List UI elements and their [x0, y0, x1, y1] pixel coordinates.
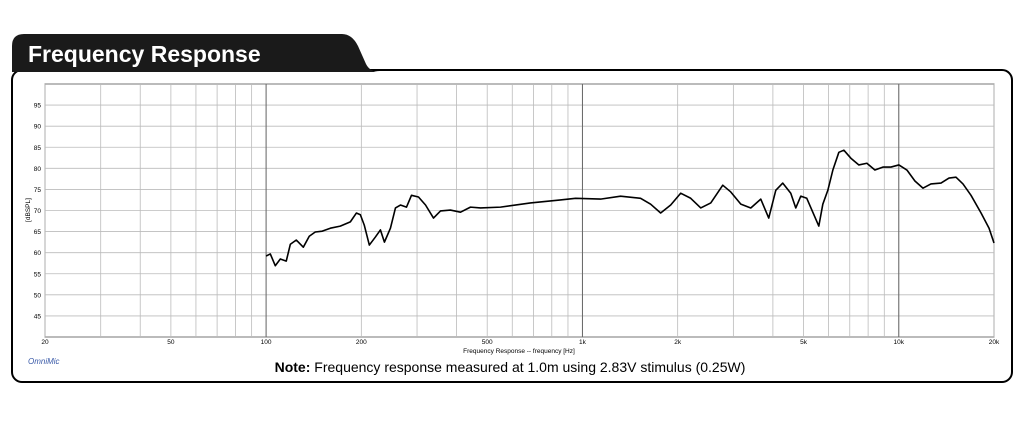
- y-tick-label: 95: [34, 103, 42, 110]
- y-tick-label: 50: [34, 292, 42, 299]
- chart-title: Frequency Response: [28, 41, 261, 67]
- y-tick-label: 70: [34, 208, 42, 215]
- note: Note: Frequency response measured at 1.0…: [275, 359, 746, 375]
- y-tick-label: 60: [34, 250, 42, 257]
- x-tick-label: 500: [482, 339, 493, 346]
- plot: 45 50 55 60 65 70 75 80 85 90 95 20 50 100 200 500 1k 2k 5…: [34, 84, 1000, 346]
- y-axis-label: [dBSPL]: [25, 198, 32, 222]
- y-tick-label: 90: [34, 124, 42, 131]
- y-tick-label: 45: [34, 313, 42, 320]
- header-tab: [12, 34, 380, 72]
- x-tick-label: 20: [41, 339, 49, 346]
- y-tick-label: 55: [34, 271, 42, 278]
- x-tick-label: 5k: [800, 339, 808, 346]
- x-tick-label: 50: [167, 339, 175, 346]
- note-text: Frequency response measured at 1.0m usin…: [314, 359, 745, 375]
- note-label: Note:: [275, 359, 311, 375]
- y-tick-label: 80: [34, 166, 42, 173]
- x-tick-label: 1k: [579, 339, 587, 346]
- x-tick-label: 200: [356, 339, 367, 346]
- y-tick-label: 65: [34, 229, 42, 236]
- response-line: [265, 149, 995, 267]
- x-tick-label: 20k: [989, 339, 1000, 346]
- y-tick-label: 75: [34, 187, 42, 194]
- y-tick-label: 85: [34, 145, 42, 152]
- x-tick-label: 2k: [674, 339, 682, 346]
- source-label: OmniMic: [28, 357, 60, 366]
- x-axis-label: Frequency Response -- frequency [Hz]: [463, 348, 575, 355]
- x-tick-label: 100: [261, 339, 272, 346]
- x-tick-label: 10k: [894, 339, 905, 346]
